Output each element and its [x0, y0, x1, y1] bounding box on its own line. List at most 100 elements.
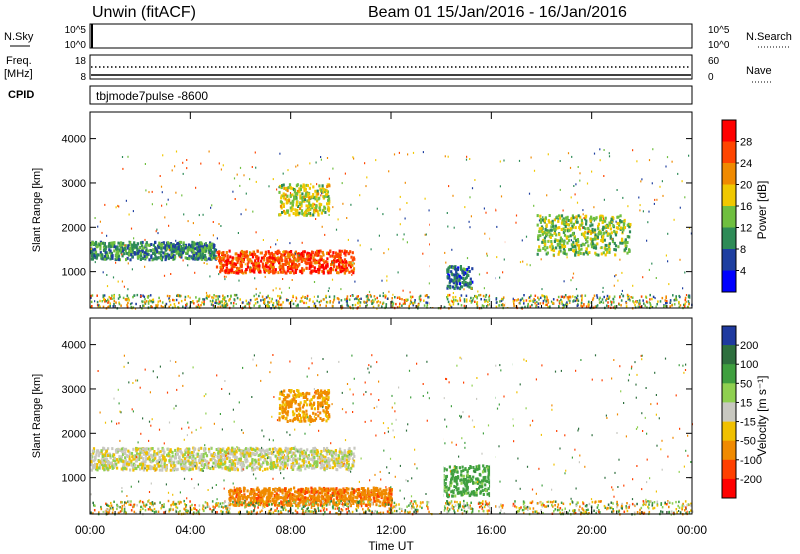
- power-cell: [321, 225, 323, 228]
- power-cell: [327, 209, 330, 213]
- velocity-cell: [246, 459, 249, 463]
- velocity-cell: [117, 460, 120, 464]
- power-cell: [105, 300, 108, 303]
- power-cell: [573, 249, 576, 253]
- power-cell: [300, 202, 303, 205]
- power-cell: [96, 253, 99, 257]
- power-cell: [292, 302, 295, 306]
- power-cell: [453, 273, 456, 277]
- power-cell: [377, 300, 380, 303]
- velocity-cell: [335, 457, 338, 461]
- power-cell: [469, 299, 471, 302]
- power-cell: [462, 270, 465, 274]
- power-cell: [261, 265, 264, 269]
- velocity-cell: [323, 447, 326, 450]
- power-cell: [334, 254, 337, 258]
- power-cell: [382, 294, 385, 298]
- power-cell: [543, 219, 546, 223]
- power-cell: [540, 258, 542, 261]
- power-cell: [306, 208, 309, 212]
- power-cell: [116, 247, 119, 251]
- power-cell: [620, 299, 623, 302]
- power-cell: [290, 209, 293, 213]
- power-cell: [243, 252, 247, 256]
- power-cell: [609, 223, 612, 227]
- power-cell: [452, 303, 455, 306]
- power-cell: [645, 300, 648, 303]
- power-cell: [541, 232, 544, 236]
- power-cell: [360, 297, 362, 300]
- power-cell: [465, 275, 468, 279]
- power-cell: [101, 300, 104, 303]
- power-cell: [127, 301, 129, 305]
- power-cell: [232, 190, 234, 193]
- power-cell: [166, 294, 169, 298]
- velocity-cell: [122, 466, 125, 470]
- power-cell: [464, 271, 467, 275]
- power-cell: [198, 214, 200, 217]
- power-cell: [318, 268, 321, 272]
- velocity-cell: [103, 468, 106, 472]
- power-cell: [106, 274, 108, 276]
- power-cell: [335, 228, 338, 231]
- power-cell: [611, 240, 615, 244]
- power-cell: [562, 227, 565, 231]
- power-cell: [461, 276, 465, 280]
- power-cell: [317, 212, 320, 216]
- power-cell: [280, 194, 283, 198]
- power-cell: [583, 304, 585, 307]
- power-cell: [306, 294, 309, 298]
- power-cell: [562, 230, 565, 234]
- power-cell: [99, 253, 102, 257]
- velocity-cell: [486, 492, 489, 496]
- power-cell: [245, 208, 247, 211]
- power-cell: [274, 258, 277, 262]
- power-cell: [451, 248, 453, 251]
- velocity-cell: [159, 450, 162, 454]
- power-cell: [250, 269, 253, 273]
- velocity-cell: [191, 467, 194, 471]
- velocity-cell: [348, 468, 351, 472]
- power-cell: [257, 256, 260, 260]
- power-cell: [648, 301, 650, 304]
- power-cell: [318, 263, 321, 267]
- power-cell: [191, 240, 194, 244]
- power-cell: [265, 269, 268, 272]
- velocity-cell: [154, 456, 157, 460]
- power-cell: [585, 238, 588, 242]
- power-cell: [165, 255, 168, 259]
- velocity-cell: [275, 465, 278, 469]
- power-cell: [447, 293, 449, 297]
- velocity-cell: [249, 462, 252, 466]
- power-cell: [544, 228, 547, 231]
- power-cell: [456, 276, 459, 280]
- power-cell: [195, 252, 198, 256]
- power-cell: [603, 295, 605, 299]
- power-cell: [314, 252, 317, 256]
- power-cell: [576, 304, 579, 307]
- power-cell: [336, 271, 339, 275]
- power-cell: [133, 241, 136, 245]
- power-cell: [550, 300, 553, 303]
- power-cell: [364, 162, 366, 165]
- power-cell: [233, 298, 236, 301]
- power-cell: [591, 242, 595, 246]
- power-cell: [293, 195, 296, 199]
- power-cell: [384, 294, 386, 297]
- power-cell: [565, 220, 567, 223]
- velocity-cell: [460, 478, 463, 482]
- velocity-cell: [313, 446, 317, 450]
- power-cell: [313, 281, 316, 283]
- power-cell: [289, 259, 292, 263]
- power-cell: [532, 299, 534, 303]
- power-cell: [386, 297, 389, 300]
- power-cell: [619, 214, 622, 218]
- power-cell: [176, 250, 179, 254]
- velocity-cell: [237, 460, 240, 464]
- velocity-cell: [95, 451, 98, 454]
- power-cell: [109, 241, 112, 245]
- power-cell: [210, 242, 213, 246]
- power-cell: [169, 303, 172, 307]
- power-cell: [528, 300, 531, 303]
- velocity-cell: [95, 453, 98, 457]
